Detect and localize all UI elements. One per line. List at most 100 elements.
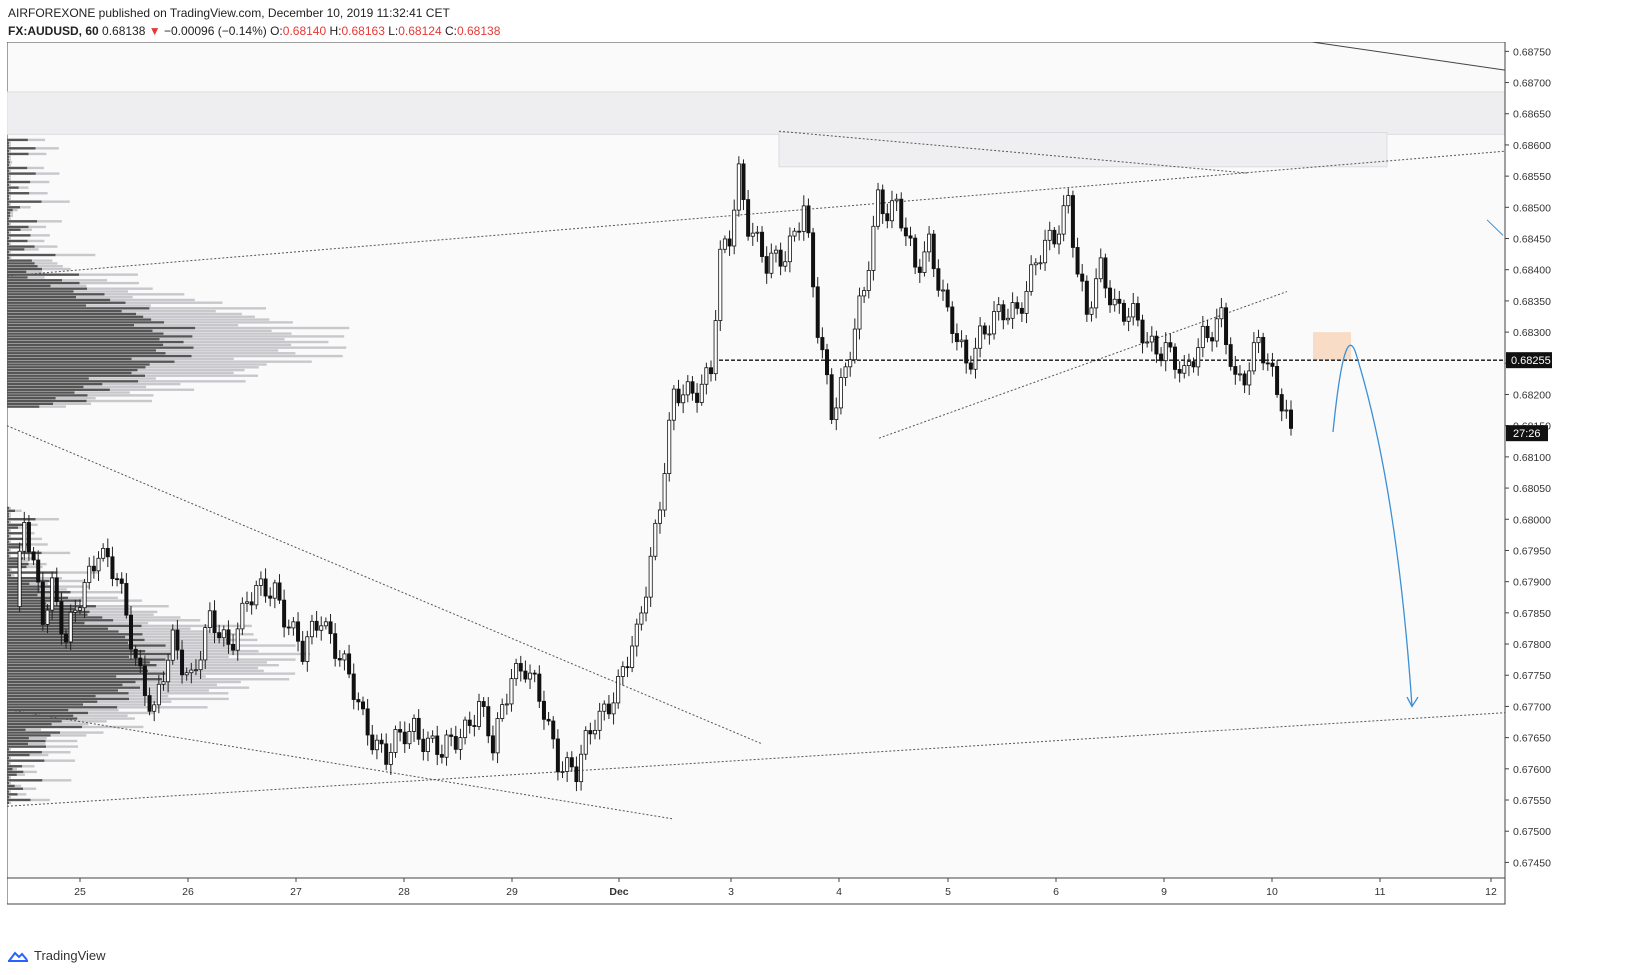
profile-upper-bar-66: [7, 323, 135, 327]
profile-upper-bar-81: [7, 366, 146, 369]
profile-lower-bar-ext-55: [149, 661, 267, 664]
profile-lower-bar-ext-16: [41, 551, 71, 555]
profile-upper-bar-ext-45: [37, 265, 63, 268]
profile-lower-bar-80: [7, 731, 61, 734]
profile-upper-bar-ext-44: [34, 262, 58, 265]
candle-body-70: [337, 658, 342, 661]
profile-lower-bar-ext-25: [37, 576, 63, 580]
profile-lower-bar-15: [7, 548, 10, 552]
tradingview-footer[interactable]: TradingView: [8, 948, 106, 963]
profile-upper-bar-ext-54: [73, 290, 129, 293]
candle-body-147: [695, 392, 700, 403]
price-chart[interactable]: 0.68750 0.68700 0.68650 0.68600 0.68550 0.685…: [6, 41, 1627, 907]
candle-body-206: [968, 362, 973, 370]
profile-upper-bar-ext-71: [159, 338, 285, 341]
profile-lower-bar-28: [7, 585, 52, 588]
plot-area[interactable]: [6, 41, 1506, 879]
candle-body-134: [634, 623, 639, 647]
candle-body-153: [722, 238, 727, 250]
candle-body-58: [282, 599, 287, 628]
profile-upper-bar-46: [7, 267, 43, 271]
tradingview-logo-icon: [8, 950, 28, 962]
profile-lower-bar-17: [7, 554, 10, 557]
candle-body-198: [931, 233, 936, 270]
profile-lower-bar-86: [7, 748, 10, 751]
profile-lower-bar-25: [7, 576, 38, 580]
candle-body-137: [648, 555, 653, 598]
candle-body-92: [439, 754, 444, 758]
profile-upper-bar-ext-87: [102, 382, 181, 386]
candle-body-17: [91, 565, 96, 572]
profile-upper-bar-ext-28: [9, 217, 11, 220]
profile-lower-bar-76: [7, 720, 62, 723]
y-tick-label-19: 0.67800: [1513, 639, 1551, 651]
candle-body-228: [1070, 195, 1075, 248]
candle-body-144: [681, 394, 686, 404]
candle-body-272: [1275, 366, 1280, 395]
profile-lower-bar-7: [7, 526, 19, 529]
profile-lower-bar-69: [7, 700, 98, 703]
y-tick-label-14: 0.68050: [1513, 483, 1551, 495]
candle-body-27: [138, 657, 143, 667]
candle-body-25: [129, 614, 134, 650]
profile-upper-bar-85: [7, 377, 89, 380]
candle-body-18: [96, 557, 101, 572]
projection-arrow-icon: [1406, 696, 1419, 708]
candle-body-224: [1052, 229, 1057, 245]
profile-lower-bar-103: [7, 795, 10, 799]
candle-body-244: [1145, 341, 1150, 344]
candle-body-152: [718, 248, 723, 321]
candle-body-223: [1047, 229, 1052, 241]
profile-lower-bar-ext-105: [9, 801, 11, 804]
long-trendline: [1311, 41, 1506, 71]
candle-body-167: [787, 235, 792, 263]
candle-body-20: [105, 548, 110, 558]
candle-body-210: [987, 333, 992, 336]
candle-body-178: [838, 377, 843, 409]
candle-body-232: [1089, 307, 1094, 315]
profile-upper-bar-3: [7, 147, 36, 150]
profile-lower-bar-ext-44: [118, 630, 211, 633]
profile-lower-bar-ext-88: [29, 753, 49, 757]
profile-upper-bar-ext-78: [131, 357, 234, 361]
profile-upper-bar-23: [7, 203, 10, 206]
candle-body-238: [1117, 298, 1122, 304]
candle-body-119: [565, 757, 570, 772]
profile-lower-bar-ext-73: [88, 711, 155, 715]
candle-body-43: [212, 610, 217, 634]
profile-upper-bar-59: [7, 304, 87, 307]
profile-lower-bar-ext-47: [144, 638, 258, 642]
candle-body-202: [950, 306, 955, 334]
profile-lower-bar-ext-77: [51, 722, 89, 726]
profile-lower-bar-ext-2: [9, 512, 11, 515]
profile-upper-bar-26: [7, 211, 11, 215]
candle-body-205: [964, 339, 969, 364]
low-value: 0.68124: [398, 24, 442, 38]
candle-body-164: [773, 249, 778, 254]
profile-upper-bar-38: [7, 245, 35, 248]
candle-body-6: [40, 581, 45, 625]
profile-upper-bar-64: [7, 318, 152, 321]
profile-lower-bar-ext-21: [26, 565, 43, 569]
profile-upper-bar-88: [7, 385, 84, 389]
y-tick-label-1: 0.68700: [1513, 78, 1551, 90]
candle-body-254: [1191, 361, 1196, 368]
profile-lower-bar-101: [7, 790, 10, 793]
rising-support-line: [878, 291, 1288, 439]
profile-lower-bar-95: [7, 773, 17, 776]
profile-upper-bar-93: [7, 399, 87, 403]
candle-body-117: [555, 738, 560, 773]
candle-body-30: [152, 704, 157, 712]
close-label: C:: [444, 24, 457, 38]
profile-lower-bar-ext-61: [162, 678, 290, 681]
candle-body-260: [1219, 307, 1224, 320]
profile-lower-bar-43: [7, 627, 108, 630]
profile-upper-bar-36: [7, 239, 28, 243]
candle-body-56: [272, 582, 277, 599]
candle-body-1: [17, 550, 22, 608]
profile-lower-bar-26: [7, 579, 50, 583]
candle-body-41: [203, 627, 208, 661]
publisher-line: AIRFOREXONE published on TradingView.com…: [8, 6, 450, 20]
candle-body-158: [746, 199, 751, 237]
profile-upper-bar-44: [7, 262, 35, 265]
